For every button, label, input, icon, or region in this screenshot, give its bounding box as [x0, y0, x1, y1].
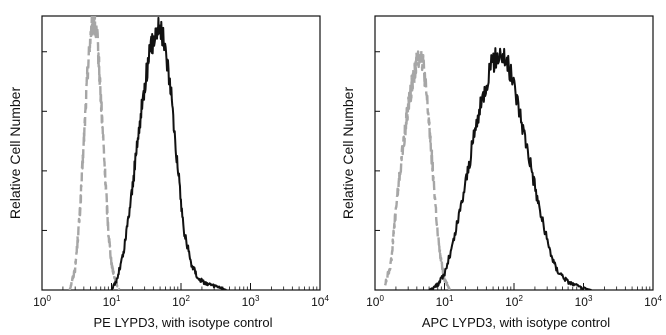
histogram-panel-pe: 100 101 102 103 104 Relative Cell Number PE LY… — [7, 15, 329, 330]
x-tick-label: 101 — [103, 294, 121, 309]
x-tick-label: 102 — [172, 294, 190, 309]
x-tick-label: 104 — [311, 294, 329, 309]
x-tick-exponent: 1 — [116, 294, 121, 303]
histogram-panel-apc: 100 101 102 103 104 Relative Cell Number APC L… — [333, 0, 666, 335]
x-tick-exponent: 3 — [588, 294, 593, 303]
x-tick-exponent: 4 — [657, 294, 662, 303]
x-tick-exponent: 2 — [518, 294, 523, 303]
x-axis-title: APC LYPD3, with isotype control — [422, 315, 610, 330]
x-tick-exponent: 1 — [449, 294, 454, 303]
isotype-control-trace — [383, 49, 452, 290]
x-tick-label: 102 — [505, 294, 523, 309]
x-tick-label: 101 — [436, 294, 454, 309]
lypd3-trace — [110, 16, 227, 290]
x-tick-exponent: 3 — [255, 294, 260, 303]
x-tick-label: 104 — [644, 294, 662, 309]
x-tick-label: 103 — [242, 294, 260, 309]
x-axis-title: PE LYPD3, with isotype control — [94, 315, 273, 330]
y-axis-title: Relative Cell Number — [7, 87, 23, 220]
x-tick-label: 100 — [33, 294, 51, 309]
x-tick-exponent: 4 — [324, 294, 329, 303]
lypd3-trace — [428, 47, 592, 290]
y-axis-title: Relative Cell Number — [340, 87, 356, 220]
x-tick-exponent: 0 — [46, 294, 51, 303]
x-tick-label: 103 — [575, 294, 593, 309]
x-tick-exponent: 2 — [185, 294, 190, 303]
x-tick-exponent: 0 — [379, 294, 384, 303]
isotype-control-trace — [68, 16, 121, 290]
x-tick-label: 100 — [366, 294, 384, 309]
